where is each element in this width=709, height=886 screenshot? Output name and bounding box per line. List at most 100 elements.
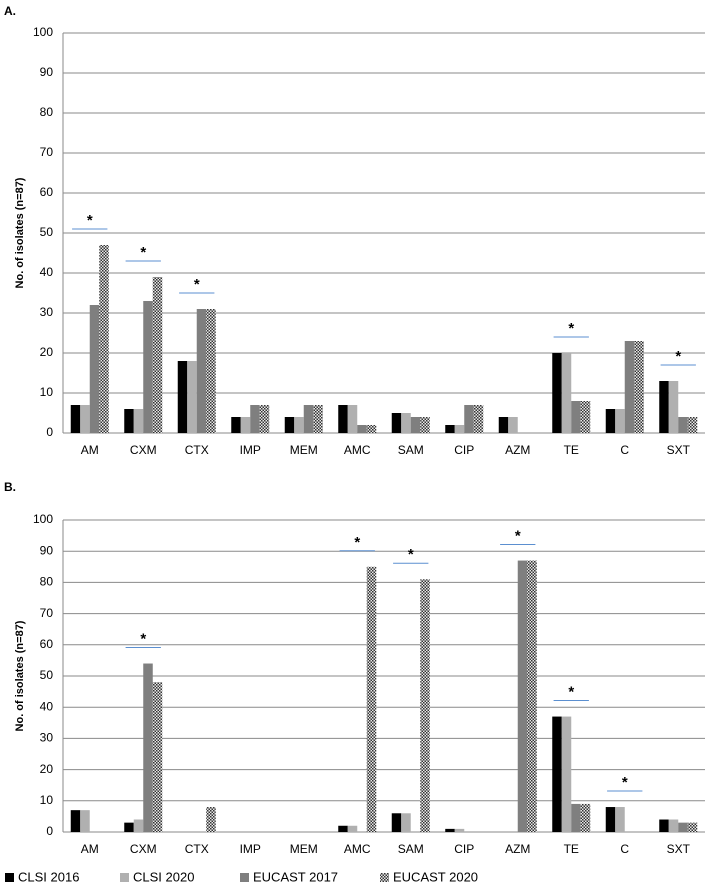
bar xyxy=(668,819,679,832)
y-tick-label: 80 xyxy=(40,105,54,119)
bar xyxy=(366,425,377,433)
bar xyxy=(70,405,81,433)
x-tick-label: CIP xyxy=(454,842,474,856)
bar xyxy=(687,822,698,832)
bar xyxy=(347,405,358,433)
y-tick-label: 50 xyxy=(40,225,54,239)
legend-label: EUCAST 2020 xyxy=(393,869,478,884)
bar xyxy=(391,413,402,433)
x-tick-label: AMC xyxy=(344,842,371,856)
y-tick-label: 90 xyxy=(40,65,54,79)
legend-label: CLSI 2020 xyxy=(133,869,194,884)
y-tick-label: 10 xyxy=(40,385,54,399)
bar xyxy=(687,417,698,433)
legend-label: CLSI 2016 xyxy=(18,869,79,884)
annotation: * xyxy=(568,320,574,337)
y-tick-label: 60 xyxy=(40,185,54,199)
y-tick-label: 0 xyxy=(46,824,53,838)
bar xyxy=(561,353,572,433)
x-tick-label: TE xyxy=(564,842,579,856)
bar xyxy=(678,822,688,832)
bar xyxy=(89,305,100,433)
bar xyxy=(80,810,90,832)
bar xyxy=(401,413,411,433)
bar xyxy=(143,301,153,433)
bar xyxy=(473,405,484,433)
bar xyxy=(143,663,153,832)
y-tick-label: 100 xyxy=(33,25,53,39)
bar xyxy=(206,807,216,832)
y-tick-label: 70 xyxy=(40,606,54,620)
bar xyxy=(659,819,669,832)
bar xyxy=(634,341,644,433)
x-tick-label: TE xyxy=(564,443,579,457)
bar xyxy=(580,401,591,433)
y-tick-label: 70 xyxy=(40,145,54,159)
bar xyxy=(338,405,348,433)
bar xyxy=(659,381,669,433)
y-tick-label: 10 xyxy=(40,793,54,807)
bar xyxy=(294,417,304,433)
bar xyxy=(357,425,367,433)
y-tick-label: 60 xyxy=(40,637,54,651)
y-tick-label: 30 xyxy=(40,305,54,319)
x-tick-label: CXM xyxy=(130,842,157,856)
annotation: * xyxy=(568,684,574,701)
x-tick-label: IMP xyxy=(240,443,261,457)
bar xyxy=(668,381,679,433)
x-tick-label: AZM xyxy=(505,842,530,856)
y-tick-label: 20 xyxy=(40,345,54,359)
panel-label: A. xyxy=(4,4,16,18)
y-tick-label: 100 xyxy=(33,512,53,526)
bar xyxy=(152,277,163,433)
bar xyxy=(250,405,260,433)
bar xyxy=(124,822,134,832)
bar xyxy=(99,245,109,433)
bar xyxy=(410,417,421,433)
annotation: * xyxy=(140,244,146,261)
bar xyxy=(561,716,572,832)
bar xyxy=(70,810,81,832)
x-tick-label: CTX xyxy=(185,842,209,856)
bar xyxy=(571,803,581,832)
bar xyxy=(615,409,625,433)
x-tick-label: CXM xyxy=(130,443,157,457)
bar xyxy=(240,417,251,433)
bar xyxy=(187,361,197,433)
bar xyxy=(206,309,216,433)
bar xyxy=(284,417,295,433)
y-tick-label: 0 xyxy=(46,425,53,439)
legend-swatch xyxy=(240,873,249,882)
x-tick-label: IMP xyxy=(240,842,261,856)
x-tick-label: SXT xyxy=(667,443,691,457)
bar xyxy=(152,682,163,832)
bar xyxy=(498,417,509,433)
y-tick-label: 80 xyxy=(40,575,54,589)
annotation: * xyxy=(675,348,681,365)
bar xyxy=(401,813,411,832)
bar xyxy=(454,425,465,433)
bar xyxy=(303,405,314,433)
annotation: * xyxy=(515,528,521,545)
bar xyxy=(366,566,377,832)
bar xyxy=(347,825,358,832)
bar xyxy=(445,425,455,433)
x-tick-label: AM xyxy=(81,443,99,457)
x-tick-label: C xyxy=(620,443,629,457)
x-tick-label: SAM xyxy=(398,443,424,457)
bar xyxy=(454,828,465,832)
y-axis-label: No. of isolates (n=87) xyxy=(14,620,26,731)
bar xyxy=(133,409,144,433)
y-tick-label: 40 xyxy=(40,265,54,279)
bar xyxy=(420,579,430,832)
bar xyxy=(527,560,537,832)
bar xyxy=(508,417,518,433)
x-tick-label: MEM xyxy=(290,842,318,856)
x-tick-label: AM xyxy=(81,842,99,856)
x-tick-label: MEM xyxy=(290,443,318,457)
y-tick-label: 30 xyxy=(40,731,54,745)
bar xyxy=(552,716,562,832)
bar xyxy=(552,353,562,433)
x-tick-label: C xyxy=(620,842,629,856)
